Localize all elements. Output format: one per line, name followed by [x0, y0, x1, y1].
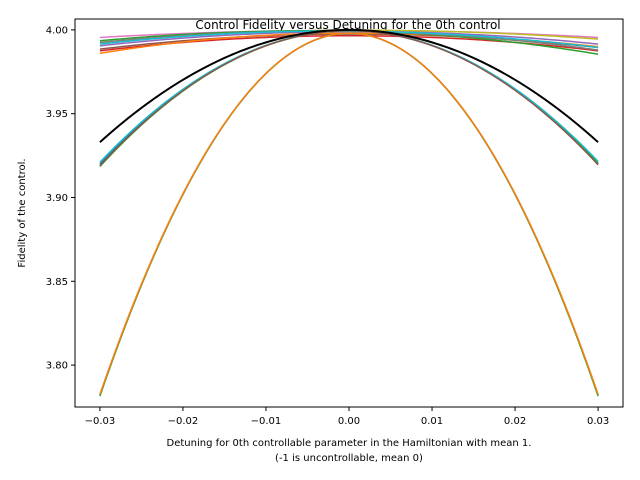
plot-lines [99, 28, 599, 397]
series-line-14 [99, 32, 599, 396]
x-ticks: −0.03 −0.02 −0.01 0.00 0.01 0.02 0.03 [85, 407, 609, 427]
x-axis-label-line2: (-1 is uncontrollable, mean 0) [275, 453, 423, 464]
x-tick-label: 0.00 [338, 416, 360, 427]
x-tick-label: 0.02 [504, 416, 526, 427]
plot-frame [74, 18, 624, 408]
series-line-13 [99, 28, 599, 143]
series-line-15 [99, 32, 599, 397]
y-tick-label: 3.80 [46, 361, 68, 372]
x-tick-label: 0.01 [421, 416, 443, 427]
x-tick-label: −0.01 [251, 416, 282, 427]
axes [74, 18, 624, 408]
x-tick-label: −0.03 [85, 416, 116, 427]
y-tick-label: 3.90 [46, 193, 68, 204]
x-tick-label: −0.02 [168, 416, 199, 427]
chart-title: Control Fidelity versus Detuning for the… [195, 18, 500, 32]
y-axis-label: Fidelity of the control. [17, 158, 28, 267]
series-line-16 [99, 32, 599, 395]
series-line-10 [99, 29, 599, 167]
y-tick-label: 3.85 [46, 277, 68, 288]
x-axis-label-line1: Detuning for 0th controllable parameter … [167, 438, 532, 449]
x-tick-label: 0.03 [587, 416, 609, 427]
y-ticks: 3.80 3.85 3.90 3.95 4.00 [46, 25, 75, 372]
y-tick-label: 4.00 [46, 25, 68, 36]
y-tick-label: 3.95 [46, 109, 68, 120]
